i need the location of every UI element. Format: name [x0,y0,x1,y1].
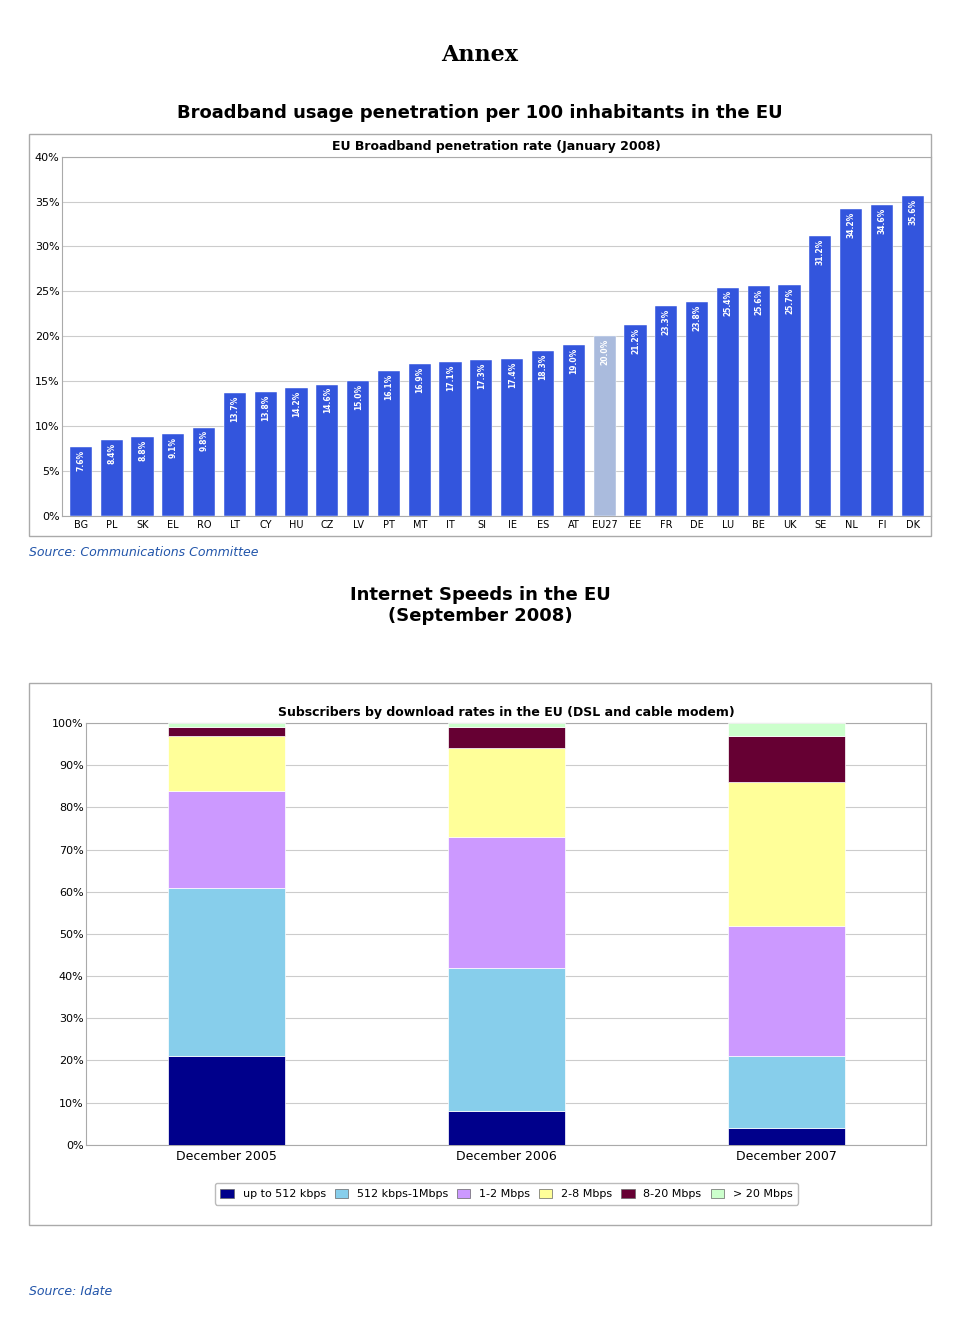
Bar [168,1056,285,1145]
Bar [168,888,285,1056]
Text: 31.2%: 31.2% [816,238,825,265]
Text: Annex: Annex [442,44,518,66]
Bar [871,205,893,516]
Bar [101,441,123,516]
Text: 18.3%: 18.3% [539,353,547,380]
Text: 21.2%: 21.2% [631,328,640,355]
Bar [563,345,585,516]
Bar [447,727,565,749]
Bar [348,380,370,516]
Bar [728,782,845,925]
Text: 8.4%: 8.4% [108,443,116,465]
Text: 35.6%: 35.6% [908,198,917,225]
Bar [440,362,462,516]
Bar [809,236,831,516]
Bar [532,351,554,516]
Text: Source: Idate: Source: Idate [29,1285,112,1299]
Bar [748,285,770,516]
Bar [624,325,646,516]
Bar [193,427,215,516]
Text: 25.4%: 25.4% [724,291,732,316]
Bar [501,359,523,516]
Bar [779,285,801,516]
Bar [728,735,845,782]
Text: 14.2%: 14.2% [292,391,301,416]
Text: 14.6%: 14.6% [323,387,332,414]
Text: 13.8%: 13.8% [261,395,270,420]
Bar [168,735,285,790]
Text: 34.2%: 34.2% [847,212,855,237]
Bar [447,837,565,968]
Bar [728,925,845,1056]
Bar [285,388,307,516]
Bar [593,336,615,516]
Text: 16.1%: 16.1% [384,374,394,400]
Bar [316,384,339,516]
Bar [686,303,708,516]
Bar [168,727,285,735]
Bar [409,364,431,516]
Bar [655,307,678,516]
Title: EU Broadband penetration rate (January 2008): EU Broadband penetration rate (January 2… [332,139,661,153]
Text: Internet Speeds in the EU
(September 2008): Internet Speeds in the EU (September 200… [349,586,611,625]
Text: 34.6%: 34.6% [877,208,886,234]
Text: 20.0%: 20.0% [600,339,610,366]
Text: 23.3%: 23.3% [661,309,671,336]
Bar [447,749,565,837]
Text: 8.8%: 8.8% [138,439,147,461]
Title: Subscribers by download rates in the EU (DSL and cable modem): Subscribers by download rates in the EU … [278,706,734,719]
Text: 17.4%: 17.4% [508,362,516,388]
Bar [447,968,565,1111]
Bar [162,434,184,516]
Bar [717,288,739,516]
Text: 25.6%: 25.6% [755,288,763,315]
Bar [168,790,285,888]
Bar [728,1056,845,1127]
Text: 23.8%: 23.8% [692,305,702,331]
Text: 25.7%: 25.7% [785,288,794,313]
Text: 13.7%: 13.7% [230,395,239,422]
Text: 15.0%: 15.0% [353,384,363,410]
Bar [254,392,276,516]
Bar [447,1111,565,1145]
Bar [728,1127,845,1145]
Text: 7.6%: 7.6% [77,450,85,471]
Bar [447,723,565,727]
Text: 17.1%: 17.1% [446,364,455,391]
Text: 19.0%: 19.0% [569,348,578,374]
Text: 17.3%: 17.3% [477,363,486,390]
Bar [840,209,862,516]
Bar [70,447,92,516]
Bar [901,195,924,516]
Bar [168,723,285,727]
Text: 9.8%: 9.8% [200,430,208,451]
Text: 16.9%: 16.9% [416,367,424,392]
Text: Source: Communications Committee: Source: Communications Committee [29,546,258,560]
Bar [224,392,246,516]
Bar [378,371,400,516]
Bar [728,723,845,735]
Legend: up to 512 kbps, 512 kbps-1Mbps, 1-2 Mbps, 2-8 Mbps, 8-20 Mbps, > 20 Mbps: up to 512 kbps, 512 kbps-1Mbps, 1-2 Mbps… [215,1184,798,1205]
Text: 9.1%: 9.1% [169,437,178,458]
Bar [132,437,154,516]
Bar [470,360,492,516]
Text: Broadband usage penetration per 100 inhabitants in the EU: Broadband usage penetration per 100 inha… [178,104,782,122]
